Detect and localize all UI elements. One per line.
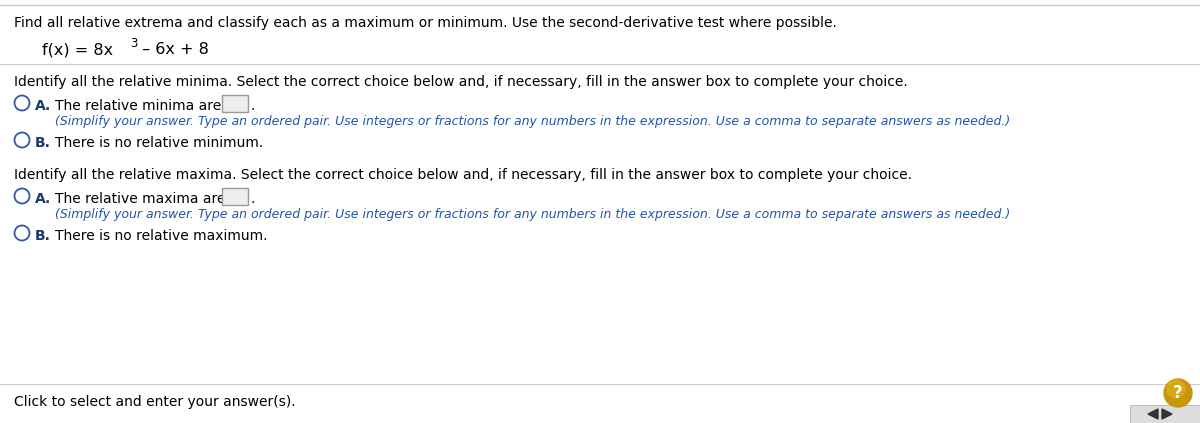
- Text: The relative maxima are: The relative maxima are: [55, 192, 226, 206]
- Text: – 6x + 8: – 6x + 8: [137, 42, 209, 57]
- Text: There is no relative minimum.: There is no relative minimum.: [55, 136, 263, 150]
- Text: Identify all the relative minima. Select the correct choice below and, if necess: Identify all the relative minima. Select…: [14, 75, 907, 89]
- Text: B.: B.: [35, 229, 50, 243]
- FancyBboxPatch shape: [1130, 405, 1200, 423]
- Text: Click to select and enter your answer(s).: Click to select and enter your answer(s)…: [14, 395, 295, 409]
- Text: f(x) = 8x: f(x) = 8x: [42, 42, 113, 57]
- Text: Find all relative extrema and classify each as a maximum or minimum. Use the sec: Find all relative extrema and classify e…: [14, 16, 836, 30]
- Text: (Simplify your answer. Type an ordered pair. Use integers or fractions for any n: (Simplify your answer. Type an ordered p…: [55, 115, 1010, 128]
- FancyBboxPatch shape: [222, 188, 248, 205]
- Circle shape: [1164, 379, 1192, 407]
- Text: Identify all the relative maxima. Select the correct choice below and, if necess: Identify all the relative maxima. Select…: [14, 168, 912, 182]
- Text: .: .: [250, 99, 254, 113]
- Text: (Simplify your answer. Type an ordered pair. Use integers or fractions for any n: (Simplify your answer. Type an ordered p…: [55, 208, 1010, 221]
- Text: The relative minima are: The relative minima are: [55, 99, 221, 113]
- Polygon shape: [1162, 409, 1172, 419]
- Text: ?: ?: [1174, 384, 1183, 402]
- Text: B.: B.: [35, 136, 50, 150]
- Polygon shape: [1148, 409, 1158, 419]
- Text: A.: A.: [35, 192, 52, 206]
- Text: A.: A.: [35, 99, 52, 113]
- FancyBboxPatch shape: [222, 95, 248, 112]
- Circle shape: [1166, 380, 1186, 398]
- Text: There is no relative maximum.: There is no relative maximum.: [55, 229, 268, 243]
- Text: .: .: [250, 192, 254, 206]
- Text: 3: 3: [130, 37, 137, 50]
